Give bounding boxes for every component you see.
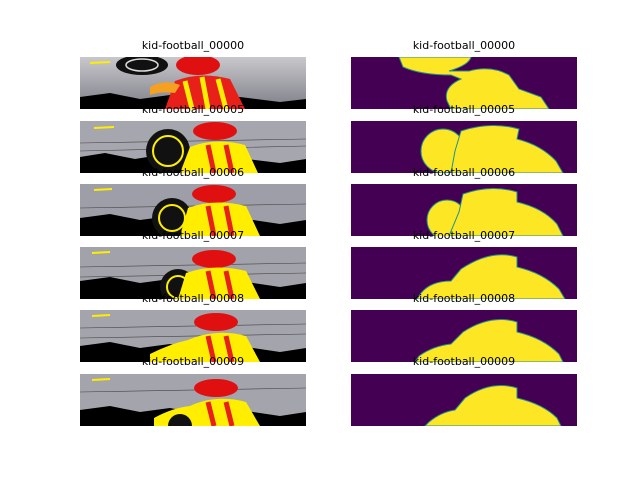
left-title-row-3: kid-football_00006 <box>141 166 245 179</box>
mask-panel-row-2 <box>351 121 577 173</box>
right-title-row-2: kid-football_00005 <box>412 103 516 116</box>
left-title-row-2: kid-football_00005 <box>141 103 245 116</box>
mask-panel-row-6 <box>351 374 577 426</box>
right-title-row-4: kid-football_00007 <box>412 229 516 242</box>
left-title-row-4: kid-football_00007 <box>141 229 245 242</box>
left-title-row-6: kid-football_00009 <box>141 355 245 368</box>
right-title-row-5: kid-football_00008 <box>412 292 516 305</box>
image-panel-row-4 <box>80 247 306 299</box>
right-title-row-3: kid-football_00006 <box>412 166 516 179</box>
image-panel-row-2 <box>80 121 306 173</box>
left-title-row-5: kid-football_00008 <box>141 292 245 305</box>
image-panel-row-6 <box>80 374 306 426</box>
right-title-row-1: kid-football_00000 <box>412 39 516 52</box>
image-panel-row-3 <box>80 184 306 236</box>
mask-panel-row-4 <box>351 247 577 299</box>
mask-panel-row-5 <box>351 310 577 362</box>
right-title-row-6: kid-football_00009 <box>412 355 516 368</box>
mask-panel-row-1 <box>351 57 577 109</box>
image-panel-row-5 <box>80 310 306 362</box>
left-title-row-1: kid-football_00000 <box>141 39 245 52</box>
mask-panel-row-3 <box>351 184 577 236</box>
image-panel-row-1 <box>80 57 306 109</box>
